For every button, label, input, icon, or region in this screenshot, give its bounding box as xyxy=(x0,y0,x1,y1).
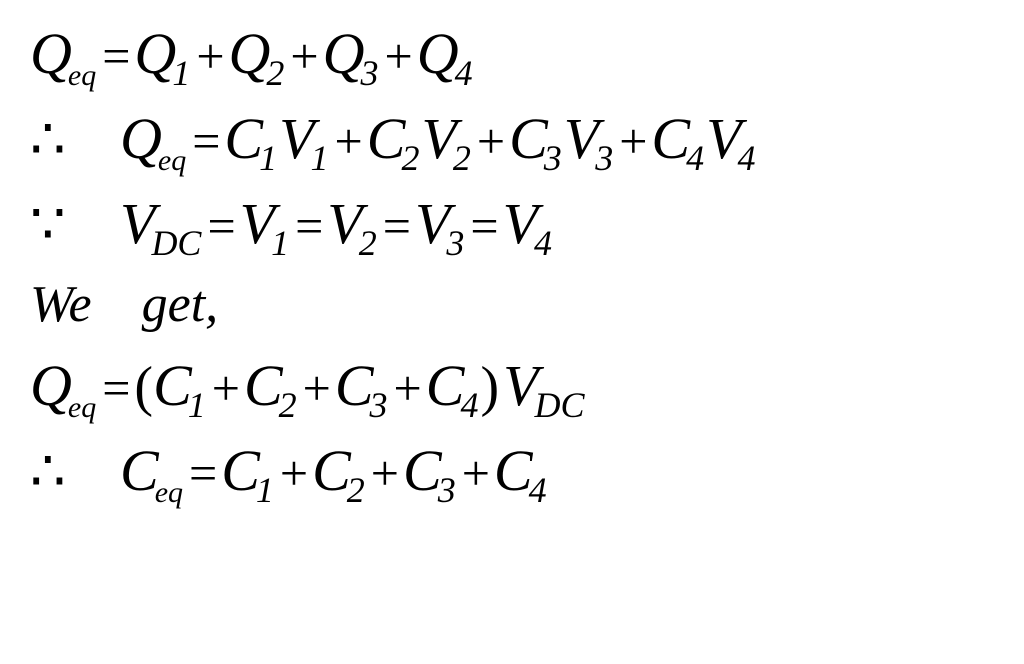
var-C: C xyxy=(120,437,159,504)
we-text: We xyxy=(30,276,92,333)
comma: , xyxy=(205,276,218,333)
equals: = xyxy=(295,197,323,255)
var-C: C xyxy=(509,105,548,172)
equals: = xyxy=(192,112,220,170)
plus: + xyxy=(212,359,240,417)
var-Q: Q xyxy=(30,352,72,419)
var-C: C xyxy=(335,352,374,419)
sub-3: 3 xyxy=(438,469,456,511)
sub-3: 3 xyxy=(544,137,562,179)
var-V: V xyxy=(564,105,599,172)
lparen: ( xyxy=(134,355,153,419)
var-C: C xyxy=(426,352,465,419)
var-V: V xyxy=(421,105,456,172)
sub-4: 4 xyxy=(529,469,547,511)
sub-2: 2 xyxy=(347,469,365,511)
equation-line-1: Q eq = Q 1 + Q 2 + Q 3 + Q 4 xyxy=(30,20,994,87)
sub-eq: eq xyxy=(155,476,183,510)
sub-2: 2 xyxy=(401,137,419,179)
sub-1: 1 xyxy=(188,384,206,426)
var-C: C xyxy=(312,437,351,504)
sub-1: 1 xyxy=(311,137,329,179)
rparen: ) xyxy=(480,355,499,419)
equals: = xyxy=(189,444,217,502)
sub-eq: eq xyxy=(68,59,96,93)
var-Q: Q xyxy=(120,105,162,172)
sub-4: 4 xyxy=(534,222,552,264)
sub-4: 4 xyxy=(738,137,756,179)
var-C: C xyxy=(367,105,406,172)
equals: = xyxy=(383,197,411,255)
sub-2: 2 xyxy=(266,52,284,94)
var-Q: Q xyxy=(229,20,271,87)
sub-2: 2 xyxy=(359,222,377,264)
plus: + xyxy=(619,112,647,170)
plus: + xyxy=(385,27,413,85)
plus: + xyxy=(335,112,363,170)
therefore-symbol: ∴ xyxy=(30,107,90,172)
get-text: get xyxy=(142,276,206,333)
equation-line-2: ∴ Q eq = C 1 V 1 + C 2 V 2 + C 3 V 3 + C… xyxy=(30,105,994,172)
plus: + xyxy=(290,27,318,85)
var-V: V xyxy=(503,352,538,419)
var-Q: Q xyxy=(134,20,176,87)
equation-line-6: ∴ C eq = C 1 + C 2 + C 3 + C 4 xyxy=(30,437,994,504)
var-Q: Q xyxy=(323,20,365,87)
equation-line-5: Q eq = ( C 1 + C 2 + C 3 + C 4 ) V DC xyxy=(30,352,994,419)
because-symbol: ∵ xyxy=(30,192,90,257)
sub-3: 3 xyxy=(370,384,388,426)
sub-3: 3 xyxy=(595,137,613,179)
sub-2: 2 xyxy=(279,384,297,426)
equation-line-3: ∵ V DC = V 1 = V 2 = V 3 = V 4 xyxy=(30,190,994,257)
var-C: C xyxy=(221,437,260,504)
var-V: V xyxy=(279,105,314,172)
equals: = xyxy=(207,197,235,255)
plus: + xyxy=(280,444,308,502)
sub-4: 4 xyxy=(686,137,704,179)
sub-DC: DC xyxy=(535,384,585,426)
var-C: C xyxy=(651,105,690,172)
sub-3: 3 xyxy=(446,222,464,264)
var-C: C xyxy=(153,352,192,419)
var-V: V xyxy=(503,190,538,257)
var-C: C xyxy=(403,437,442,504)
sub-2: 2 xyxy=(453,137,471,179)
var-V: V xyxy=(327,190,362,257)
sub-eq: eq xyxy=(158,144,186,178)
sub-eq: eq xyxy=(68,391,96,425)
var-Q: Q xyxy=(417,20,459,87)
var-C: C xyxy=(244,352,283,419)
var-C: C xyxy=(494,437,533,504)
plus: + xyxy=(303,359,331,417)
var-V: V xyxy=(706,105,741,172)
equals: = xyxy=(102,359,130,417)
plus: + xyxy=(196,27,224,85)
plus: + xyxy=(462,444,490,502)
sub-3: 3 xyxy=(361,52,379,94)
sub-4: 4 xyxy=(455,52,473,94)
equals: = xyxy=(470,197,498,255)
sub-DC: DC xyxy=(151,222,201,264)
sub-4: 4 xyxy=(460,384,478,426)
var-Q: Q xyxy=(30,20,72,87)
plus: + xyxy=(394,359,422,417)
sub-1: 1 xyxy=(172,52,190,94)
plus: + xyxy=(371,444,399,502)
sub-1: 1 xyxy=(271,222,289,264)
text-line: We get, xyxy=(30,275,994,334)
therefore-symbol: ∴ xyxy=(30,439,90,504)
sub-1: 1 xyxy=(259,137,277,179)
var-V: V xyxy=(240,190,275,257)
equals: = xyxy=(102,27,130,85)
sub-1: 1 xyxy=(256,469,274,511)
var-C: C xyxy=(224,105,263,172)
plus: + xyxy=(477,112,505,170)
